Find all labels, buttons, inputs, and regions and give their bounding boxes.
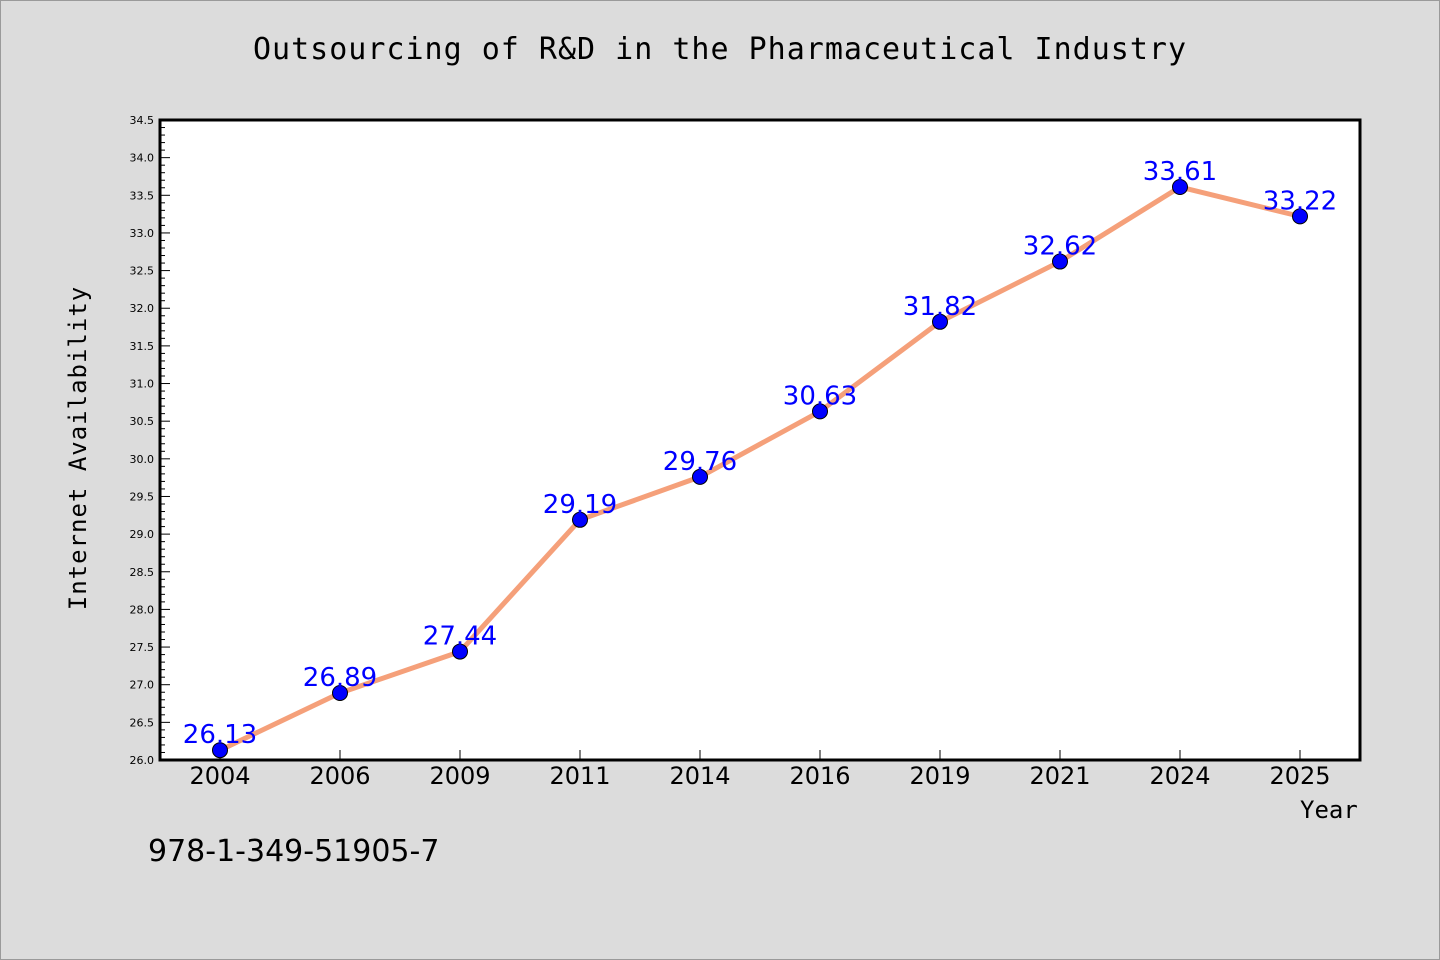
y-tick-label: 30.5 [130,415,155,428]
series-line-group [218,184,1301,753]
data-label: 27.44 [423,622,497,652]
y-tick-label: 26.0 [130,754,155,767]
x-tick-label: 2006 [309,762,370,790]
x-tick-label: 2009 [429,762,490,790]
data-point [1292,208,1308,225]
data-label: 29.19 [543,490,617,520]
data-point [452,643,468,660]
x-tick-label: 2016 [789,762,850,790]
x-tick-label: 2025 [1269,762,1330,790]
x-tick-label: 2019 [909,762,970,790]
y-tick-label: 32.5 [130,265,155,278]
data-point [1172,179,1188,196]
x-tick-label: 2024 [1149,762,1210,790]
data-label: 26.13 [183,720,257,750]
y-tick-label: 26.5 [130,716,155,729]
x-tick-label: 2004 [189,762,250,790]
data-point [692,468,708,485]
data-points [212,179,1308,759]
data-point [332,684,348,701]
y-tick-label: 34.0 [130,152,155,165]
data-label: 33.61 [1143,157,1217,187]
y-axis: 26.0 26.5 27.0 27.5 28.0 28.5 29.0 29.5 30.0 30.5… [130,114,170,767]
y-tick-label: 27.5 [130,641,155,654]
x-axis-label: Year [1300,796,1358,824]
y-tick-label: 27.0 [130,679,155,692]
x-axis: 2004 2006 2009 2011 2014 2016 2019 2021 2024 2025 [189,750,1331,790]
chart-title: Outsourcing of R&D in the Pharmaceutical… [252,32,1187,67]
y-tick-label: 32.0 [130,302,155,315]
y-tick-label: 33.0 [130,227,155,240]
y-tick-label: 31.5 [130,340,155,353]
x-tick-label: 2011 [549,762,610,790]
y-tick-label: 30.0 [130,453,155,466]
data-label: 29.76 [663,447,737,477]
data-label: 32.62 [1023,232,1097,262]
series-line [218,184,1301,753]
y-tick-label: 29.5 [130,490,155,503]
plot-area [158,118,1362,762]
data-point [812,403,828,420]
y-tick-label: 34.5 [130,114,155,127]
y-tick-label: 29.0 [130,528,155,541]
x-tick-label: 2014 [669,762,730,790]
y-tick-label: 28.5 [130,566,155,579]
data-point [932,313,948,330]
data-point [572,511,588,528]
data-label: 26.89 [303,663,377,693]
data-label: 31.82 [903,292,977,322]
isbn-footnote: 978-1-349-51905-7 [148,834,440,869]
data-point [1052,253,1068,270]
y-tick-label: 28.0 [130,603,155,616]
data-point [212,742,228,759]
x-tick-label: 2021 [1029,762,1090,790]
data-labels: 26.13 26.89 27.44 29.19 29.76 30.63 31.82 32.62… [183,157,1337,750]
y-tick-label: 31.0 [130,378,155,391]
y-tick-label: 33.5 [130,189,155,202]
data-label: 30.63 [783,381,857,411]
data-label: 33.22 [1263,186,1337,216]
